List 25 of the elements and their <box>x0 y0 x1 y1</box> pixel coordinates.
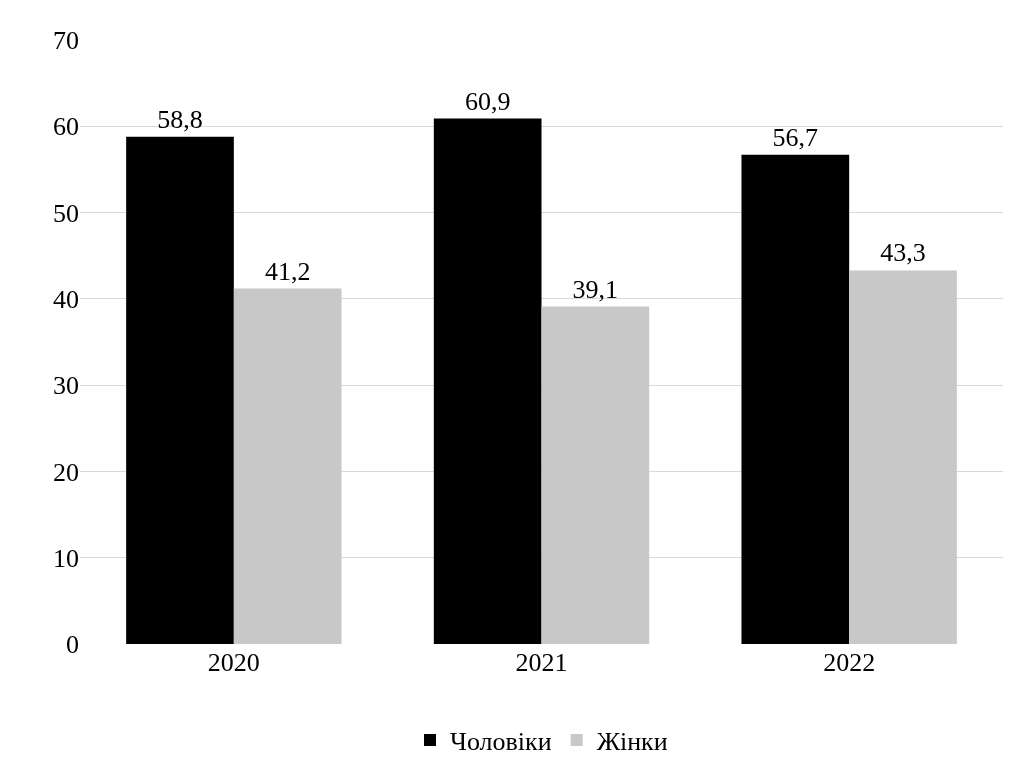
y-tick-label: 60 <box>53 112 79 142</box>
y-tick-label: 30 <box>53 371 79 401</box>
data-label: 60,9 <box>464 86 511 116</box>
y-tick-label: 40 <box>53 284 79 314</box>
y-tick-label: 0 <box>66 630 79 660</box>
bar <box>233 288 342 644</box>
x-tick-label: 2022 <box>823 648 876 677</box>
y-tick-label: 50 <box>53 198 79 228</box>
data-label: 39,1 <box>572 274 619 304</box>
y-tick-label: 20 <box>53 457 79 487</box>
bar <box>541 306 650 644</box>
legend-label: Чоловіки <box>450 727 552 757</box>
legend-label: Жінки <box>596 727 668 757</box>
bar <box>433 118 542 644</box>
data-label: 58,8 <box>157 104 203 134</box>
data-label: 41,2 <box>264 256 311 286</box>
bar <box>741 154 850 644</box>
data-label: 43,3 <box>880 238 926 268</box>
data-label: 56,7 <box>772 122 819 152</box>
x-tick-label: 2021 <box>515 648 568 677</box>
bar <box>126 136 234 644</box>
bar <box>849 270 957 644</box>
y-tick-label: 70 <box>53 26 79 56</box>
x-tick-label: 2020 <box>207 648 260 677</box>
y-tick-label: 10 <box>53 543 79 573</box>
